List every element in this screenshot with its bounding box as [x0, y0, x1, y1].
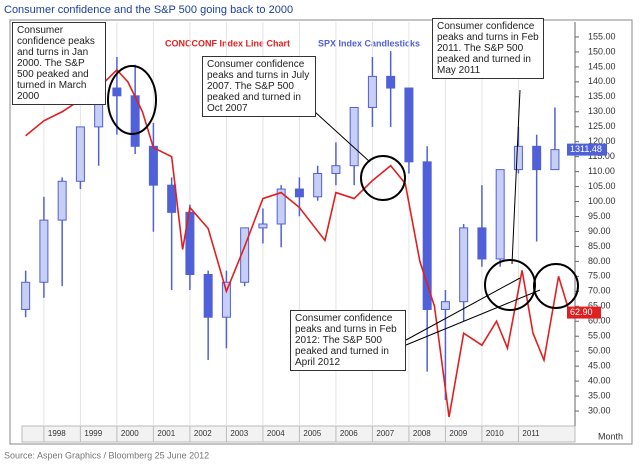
- annotation: Consumer confidence peaks and turns in J…: [202, 56, 316, 117]
- chart-title: Consumer confidence and the S&P 500 goin…: [4, 4, 293, 16]
- annotation: Consumer confidence peaks and turns in F…: [290, 310, 406, 371]
- y-tick-label: 125.00: [588, 121, 616, 131]
- y-tick-label: 75.00: [588, 271, 611, 281]
- candle-body: [276, 188, 286, 225]
- y-tick-label: 155.00: [588, 31, 616, 41]
- candle-body: [532, 145, 542, 171]
- circle: [107, 65, 157, 135]
- annotation: Consumer confidence peaks and turns in J…: [12, 22, 106, 105]
- x-axis-strip: [21, 425, 576, 443]
- x-tick-label: 2000: [121, 429, 139, 438]
- end-tag: [567, 143, 607, 156]
- circle: [360, 155, 406, 201]
- y-tick-label: 50.00: [588, 346, 611, 356]
- candle-body: [459, 227, 469, 303]
- candle-body: [39, 219, 49, 283]
- x-tick-label: 2010: [486, 429, 504, 438]
- candle-body: [367, 75, 377, 108]
- candle-body: [349, 106, 359, 167]
- end-tag: [567, 306, 601, 319]
- candle-body: [404, 87, 414, 163]
- candle-body: [550, 149, 560, 171]
- x-tick-label: 2011: [522, 429, 540, 438]
- y-tick-label: 30.00: [588, 405, 611, 415]
- y-tick-label: 40.00: [588, 375, 611, 385]
- y-tick-label: 95.00: [588, 211, 611, 221]
- y-tick-label: 105.00: [588, 181, 616, 191]
- candle-body: [294, 188, 304, 198]
- y-tick-label: 55.00: [588, 331, 611, 341]
- x-tick-label: 2002: [194, 429, 212, 438]
- legend-candle: SPX Index Candlesticks: [318, 38, 420, 48]
- x-tick-label: 2005: [303, 429, 321, 438]
- x-tick-label: 2006: [340, 429, 358, 438]
- highlights: [107, 65, 579, 311]
- chart-frame: [9, 19, 633, 445]
- candle-body: [386, 75, 396, 89]
- candle-body: [313, 173, 323, 198]
- x-tick-label: 2009: [449, 429, 467, 438]
- candle-body: [495, 169, 505, 260]
- candle-body: [21, 281, 31, 310]
- legend-line: CONCCONF Index Line Chart: [165, 38, 290, 48]
- candle-body: [75, 126, 85, 182]
- x-tick-label: 2007: [376, 429, 394, 438]
- candle-body: [440, 301, 450, 310]
- candle-body: [185, 211, 195, 276]
- candle-body: [112, 87, 122, 97]
- arrow: [511, 89, 521, 265]
- candle-body: [148, 145, 158, 186]
- y-tick-label: 35.00: [588, 390, 611, 400]
- candle-body: [513, 145, 523, 171]
- x-axis-label: Month: [598, 431, 623, 441]
- y-tick-label: 70.00: [588, 286, 611, 296]
- y-tick-label: 120.00: [588, 136, 616, 146]
- plot: 30.00 35.00 40.00 45.00 50.00 55.00 60.00 65.00…: [21, 22, 616, 442]
- annotation: Consumer confidence peaks and turns in F…: [432, 18, 544, 79]
- candle-body: [221, 281, 231, 318]
- x-tick-label: 1999: [84, 429, 102, 438]
- arrow: [314, 111, 371, 163]
- candle-body: [422, 161, 432, 310]
- arrow: [405, 277, 521, 341]
- source: Source: Aspen Graphics / Bloomberg 25 Ju…: [4, 450, 209, 460]
- candle-body: [331, 165, 341, 175]
- end-tag-label: 1311.48: [570, 144, 602, 154]
- y-tick-label: 115.00: [588, 151, 615, 161]
- circle: [533, 263, 579, 309]
- y-tick-label: 45.00: [588, 361, 611, 371]
- y-tick-label: 90.00: [588, 226, 611, 236]
- candle-body: [203, 274, 213, 318]
- candle-body: [167, 184, 177, 213]
- line: [25, 68, 571, 418]
- arrows: [314, 89, 541, 346]
- y-tick-label: 145.00: [588, 61, 616, 71]
- candle-body: [477, 227, 487, 260]
- y-tick-label: 85.00: [588, 241, 611, 251]
- y-tick-label: 80.00: [588, 256, 611, 266]
- candle-body: [258, 223, 268, 229]
- end-tag-label: 62.90: [570, 307, 593, 317]
- y-tick-label: 110.00: [588, 166, 615, 176]
- x-tick-label: 2008: [413, 429, 431, 438]
- x-tick-label: 1998: [48, 429, 66, 438]
- y-tick-label: 65.00: [588, 301, 611, 311]
- y-tick-label: 140.00: [588, 76, 616, 86]
- x-tick-label: 2004: [267, 429, 285, 438]
- y-tick-label: 135.00: [588, 91, 616, 101]
- x-tick-label: 2003: [230, 429, 248, 438]
- y-tick-label: 130.00: [588, 106, 616, 116]
- y-tick-label: 60.00: [588, 316, 611, 326]
- candle-body: [57, 180, 67, 221]
- y-tick-label: 100.00: [588, 196, 616, 206]
- y-tick-label: 150.00: [588, 46, 616, 56]
- x-tick-label: 2001: [157, 429, 175, 438]
- arrow: [405, 289, 541, 346]
